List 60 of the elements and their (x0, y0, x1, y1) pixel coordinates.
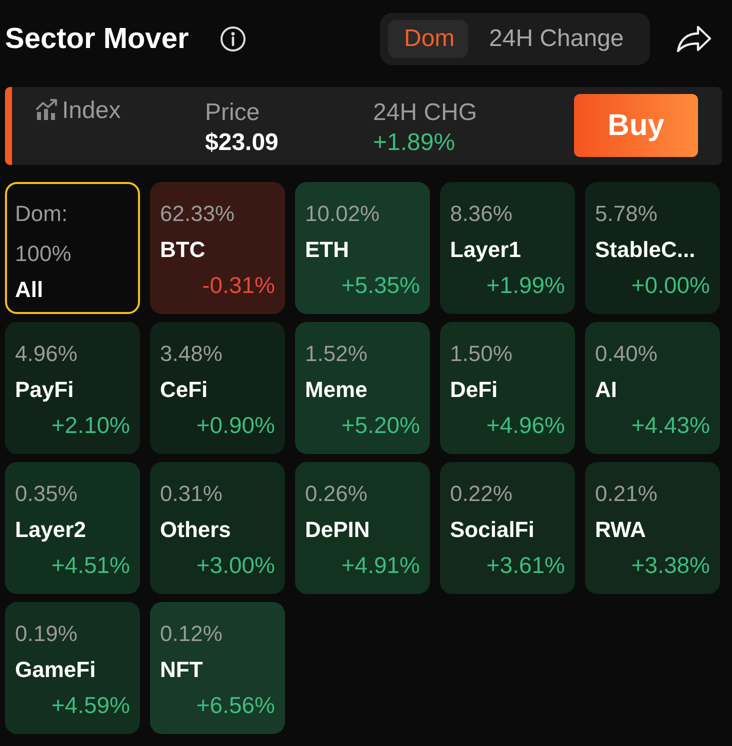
data-label: 0.40% (595, 341, 658, 366)
data-label: 0.19% (15, 621, 78, 646)
data-label: 10.02% (305, 201, 380, 226)
data-label: +4.59% (51, 692, 130, 718)
data-label: +4.51% (51, 552, 130, 578)
data-label: 0.21% (595, 481, 658, 506)
data-label: 3.48% (160, 341, 222, 366)
text: 24H CHG (373, 99, 478, 126)
text: Dom: (15, 201, 68, 226)
category-label: ETH (305, 237, 349, 262)
data-label: 1.50% (450, 341, 512, 366)
data-label: +2.10% (51, 412, 130, 438)
data-label: 100% (15, 241, 72, 266)
category-label: AI (595, 377, 617, 402)
data-label: +3.00% (196, 552, 275, 578)
data-label: 0.35% (15, 481, 78, 506)
data-label: 5.78% (595, 201, 658, 226)
data-label: 0.26% (305, 481, 368, 506)
data-label: 0.12% (160, 621, 222, 646)
category-label: Layer2 (15, 517, 86, 542)
data-label: 8.36% (450, 201, 512, 226)
text: 24H Change (489, 25, 624, 52)
category-label: All (15, 277, 44, 302)
category-label: DeFi (450, 377, 498, 402)
data-label: 1.52% (305, 341, 368, 366)
category-label: PayFi (15, 377, 74, 402)
text: $23.09 (205, 129, 278, 156)
category-label: Meme (305, 377, 368, 402)
data-label: 0.22% (450, 481, 512, 506)
category-label: Others (160, 517, 231, 542)
data-label: +4.96% (486, 412, 565, 438)
text: +1.89% (373, 129, 456, 156)
data-label: +1.99% (486, 272, 565, 298)
category-label: GameFi (15, 657, 96, 682)
data-label: +4.43% (631, 412, 710, 438)
data-label: +5.35% (341, 272, 420, 298)
data-label: 62.33% (160, 201, 235, 226)
category-label: BTC (160, 237, 206, 262)
category-label: Layer1 (450, 237, 521, 262)
category-label: SocialFi (450, 517, 534, 542)
text: Sector Mover (5, 23, 189, 55)
category-label: NFT (160, 657, 204, 682)
data-label: -0.31% (202, 272, 275, 298)
data-label: 4.96% (15, 341, 78, 366)
text: Price (205, 99, 260, 126)
text: Dom (404, 25, 455, 52)
category-label: CeFi (160, 377, 208, 402)
buy-button[interactable]: Buy (574, 94, 698, 157)
data-label: +4.91% (341, 552, 420, 578)
data-label: +3.38% (631, 552, 710, 578)
category-label: DePIN (305, 517, 370, 542)
text: Index (62, 97, 121, 124)
data-label: +6.56% (196, 692, 275, 718)
data-label: +0.90% (196, 412, 275, 438)
category-label: RWA (595, 517, 646, 542)
data-label: 0.31% (160, 481, 222, 506)
data-label: +0.00% (631, 272, 710, 298)
data-label: +3.61% (486, 552, 565, 578)
category-label: StableC... (595, 237, 696, 262)
data-label: +5.20% (341, 412, 420, 438)
